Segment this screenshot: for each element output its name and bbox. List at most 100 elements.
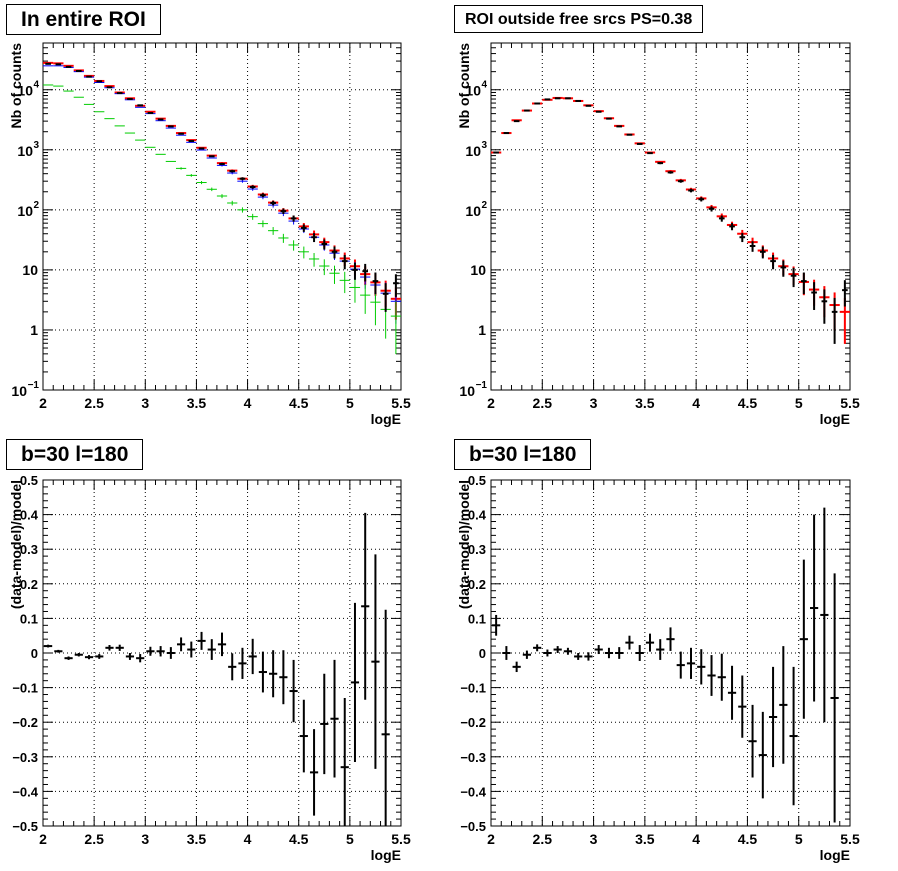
residual-point — [44, 644, 53, 648]
panel-4: 2 2.5 3 3.5 4 4.5 5 5.5 −0.5 −0.4 −0.3 −0.2 −0.1 0 0.1… — [456, 473, 860, 863]
data-point — [831, 297, 838, 344]
residual-point — [238, 647, 247, 679]
data-point — [339, 271, 350, 294]
panel-4-title: b=30 l=180 — [454, 439, 592, 470]
y-tick-label: 10 — [22, 262, 38, 278]
series-1 — [493, 97, 848, 344]
y-axis-label: Nb of counts — [8, 43, 24, 129]
grid-lines — [491, 480, 850, 826]
y-tick-label: 10 — [11, 383, 27, 399]
data-point — [288, 240, 299, 251]
y-tick-label: 10 — [17, 83, 33, 99]
data-point — [718, 215, 725, 222]
residual-point — [299, 699, 308, 773]
y-tick-label: −0.4 — [12, 784, 38, 799]
residual-point — [697, 649, 706, 685]
residual-point — [727, 665, 737, 720]
residual-point — [604, 647, 614, 659]
x-tick-label: 4 — [244, 395, 252, 411]
data-point — [780, 260, 787, 277]
y-tick-exponent: 4 — [481, 80, 487, 91]
panel-3-title: b=30 l=180 — [6, 439, 144, 470]
residual-point — [748, 704, 757, 778]
y-tick-label: 0.5 — [468, 473, 486, 488]
x-tick-label: 3 — [141, 395, 149, 411]
y-tick-label: 10 — [465, 203, 481, 219]
y-tick-label: 0.3 — [20, 542, 38, 557]
residual-point — [309, 729, 319, 816]
x-tick-label: 2 — [39, 395, 47, 411]
data-point — [237, 179, 248, 183]
residual-point — [717, 653, 726, 701]
y-tick-label: 0 — [479, 646, 486, 661]
data-marks — [44, 512, 390, 826]
y-axis-label: Nb of counts — [456, 43, 472, 129]
x-tick-label: 2.5 — [84, 395, 104, 411]
y-tick-label: 10 — [17, 143, 33, 159]
residual-point — [350, 602, 360, 762]
data-point — [237, 207, 248, 213]
residual-point — [594, 645, 603, 655]
residual-point — [830, 573, 839, 823]
y-tick-label: 10 — [459, 383, 475, 399]
y-tick-label: 1 — [478, 322, 486, 338]
residual-point — [615, 647, 624, 659]
data-point — [206, 187, 217, 192]
x-tick-label: 4 — [692, 395, 700, 411]
residual-point — [156, 646, 165, 657]
panel-2-title: ROI outside free srcs PS=0.38 — [454, 5, 704, 33]
data-point — [311, 233, 317, 243]
series-0 — [43, 61, 401, 320]
residual-point — [330, 659, 339, 778]
data-point — [749, 241, 756, 252]
y-tick-label: 0.2 — [468, 577, 486, 592]
residual-point — [635, 645, 644, 661]
residual-point — [197, 631, 206, 650]
y-tick-label: −0.1 — [460, 681, 486, 696]
plot-frame — [42, 479, 402, 827]
residual-point — [248, 638, 257, 675]
data-point — [329, 265, 340, 284]
y-tick-label: −0.2 — [12, 715, 38, 730]
x-tick-label: 5.5 — [840, 831, 860, 847]
data-point — [739, 233, 746, 243]
x-axis-label: logE — [820, 411, 850, 427]
data-marks — [491, 96, 850, 344]
x-tick-label: 3.5 — [635, 395, 655, 411]
residual-point — [676, 651, 685, 679]
y-tick-exponent: 2 — [481, 200, 487, 211]
data-point — [801, 272, 807, 295]
x-tick-label: 5 — [346, 395, 354, 411]
data-point — [268, 227, 279, 235]
residual-point — [768, 666, 778, 768]
data-point — [321, 239, 328, 250]
data-point — [216, 194, 228, 199]
data-point — [759, 246, 766, 259]
residual-point — [105, 645, 114, 651]
data-point — [260, 193, 266, 198]
plot-frame — [42, 42, 402, 391]
y-tick-label: 0 — [31, 646, 38, 661]
data-point — [729, 223, 735, 231]
x-tick-label: 5.5 — [840, 395, 860, 411]
residual-point — [187, 641, 196, 658]
residual-point — [799, 559, 808, 719]
x-axis-label: logE — [371, 411, 401, 427]
data-point — [290, 215, 297, 222]
x-tick-label: 4.5 — [738, 395, 758, 411]
data-point — [362, 263, 369, 282]
residual-point — [176, 637, 186, 652]
residual-point — [574, 653, 583, 660]
residual-point — [371, 554, 380, 769]
data-point — [175, 167, 187, 170]
data-point — [227, 200, 238, 206]
axis-ticks — [42, 42, 402, 391]
residual-point — [166, 647, 175, 659]
data-point — [247, 213, 258, 220]
data-point — [257, 220, 269, 228]
panel-1-title: In entire ROI — [6, 4, 161, 35]
x-tick-label: 2.5 — [84, 831, 104, 847]
y-tick-label: 10 — [17, 203, 33, 219]
data-point — [298, 246, 309, 259]
